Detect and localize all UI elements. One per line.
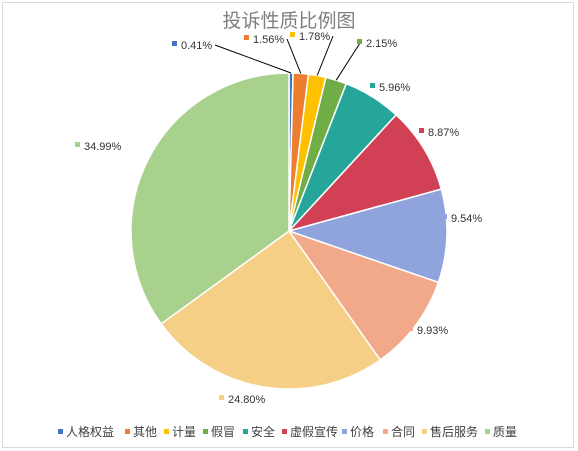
legend-swatch-3 (164, 429, 169, 434)
legend-label-1: 人格权益 (66, 424, 114, 439)
legend-label-4: 假冒 (211, 425, 235, 439)
data-label-7: 9.54% (451, 213, 482, 225)
chart-title: 投诉性质比例图 (222, 10, 356, 32)
label-marker-6 (419, 128, 424, 133)
label-marker-9 (219, 395, 224, 400)
legend-swatch-9 (422, 429, 427, 434)
legend: 人格权益 其他 计量 假冒 安全 虚假宣传 价格 合同 售后服务 质量 (58, 424, 517, 439)
label-marker-2 (244, 35, 249, 40)
data-label-4: 2.15% (366, 38, 397, 50)
data-label-2: 1.56% (253, 34, 284, 46)
data-labels: 0.41% 1.56% 1.78% 2.15% 5.96% 8.87% 9.54% 9.93%… (75, 31, 482, 406)
label-marker-1 (172, 41, 177, 46)
legend-swatch-1 (58, 429, 63, 434)
data-label-5: 5.96% (379, 82, 410, 94)
label-marker-3 (290, 32, 295, 37)
data-label-10: 34.99% (84, 141, 122, 153)
data-label-3: 1.78% (299, 31, 330, 43)
label-marker-10 (75, 142, 80, 147)
legend-swatch-7 (342, 429, 347, 434)
data-label-9: 24.80% (228, 394, 266, 406)
leader-line-4 (335, 42, 361, 81)
legend-swatch-2 (125, 429, 130, 434)
legend-label-9: 售后服务 (430, 424, 478, 439)
leader-line-1 (214, 44, 292, 74)
legend-swatch-5 (243, 429, 248, 434)
legend-swatch-8 (383, 429, 388, 434)
pie-slice-7 (286, 188, 448, 284)
legend-label-5: 安全 (251, 424, 275, 439)
legend-label-6: 虚假宣传 (290, 424, 338, 439)
pie-slice-8 (287, 229, 440, 362)
pie-slice-6 (286, 113, 443, 233)
pie-slice-10 (130, 72, 290, 325)
leader-line-2 (286, 38, 302, 74)
chart-frame (2, 2, 574, 448)
leader-line-3 (316, 35, 334, 76)
data-label-6: 8.87% (428, 127, 459, 139)
label-marker-8 (408, 326, 413, 331)
legend-swatch-4 (203, 429, 208, 434)
legend-label-10: 质量 (493, 425, 517, 439)
label-marker-5 (370, 83, 375, 88)
legend-label-7: 价格 (350, 424, 374, 439)
leader-lines (214, 35, 361, 81)
legend-swatch-6 (282, 429, 287, 434)
pie-slices (130, 72, 448, 390)
data-label-1: 0.41% (181, 40, 212, 52)
label-marker-4 (357, 39, 362, 44)
label-marker-7 (442, 214, 447, 219)
pie-slice-9 (160, 229, 382, 390)
legend-label-3: 计量 (172, 425, 196, 439)
legend-swatch-10 (485, 429, 490, 434)
legend-label-8: 合同 (391, 424, 415, 439)
legend-label-2: 其他 (133, 425, 157, 439)
data-label-8: 9.93% (417, 325, 448, 337)
